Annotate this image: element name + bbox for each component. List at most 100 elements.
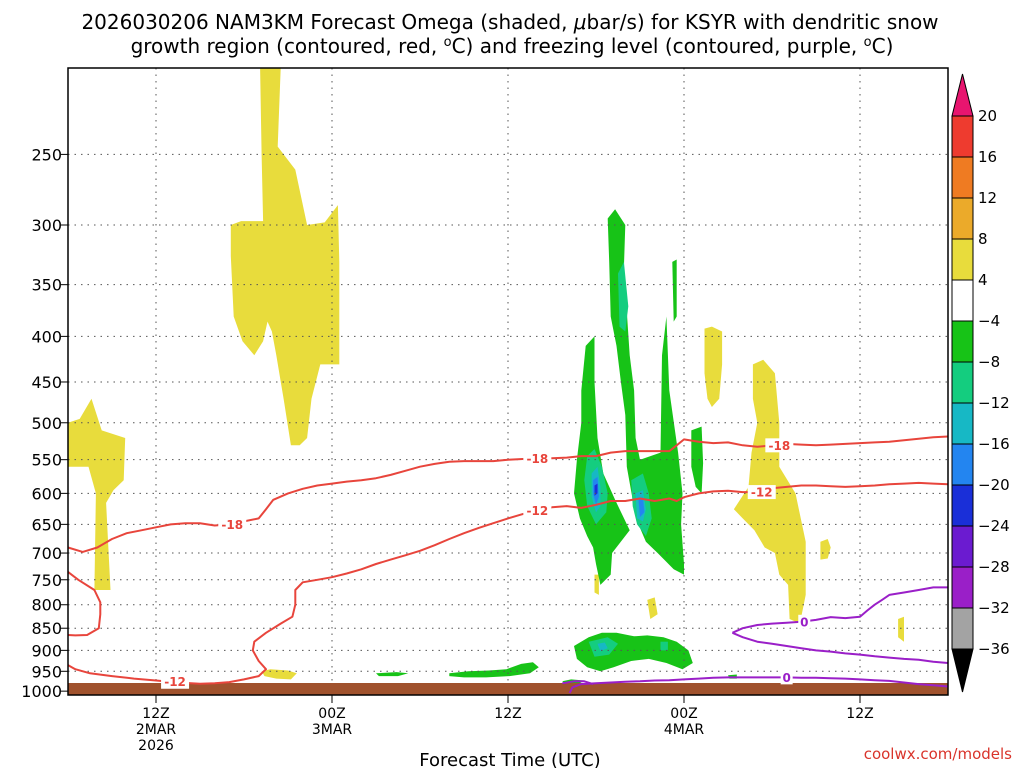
y-tick-label-3: 400 xyxy=(31,327,62,346)
freezing-contour-label-bg-2-0 xyxy=(780,670,793,685)
colorbar-segment-4 xyxy=(951,279,974,322)
colorbar-segment-6 xyxy=(951,361,974,404)
y-tick-label-7: 600 xyxy=(31,484,62,503)
y-tick-label-0: 250 xyxy=(31,145,62,164)
x-tick-label-0-2: 2026 xyxy=(138,738,174,754)
freezing-contour-label-2-0: 0 xyxy=(782,671,790,685)
colorbar-label-3: 8 xyxy=(978,230,988,248)
omega-region-8 xyxy=(594,574,599,595)
omega-region-13 xyxy=(672,259,677,322)
ground-surface xyxy=(68,683,948,695)
dgz-contour-label-bg-1-0 xyxy=(161,674,190,689)
omega-region-15 xyxy=(376,672,409,677)
y-tick-label-15: 1000 xyxy=(21,682,62,701)
omega-region-25 xyxy=(597,642,608,652)
y-axis: 250 300 350 400 450 500 550 600 650 700 750 800 850 9… xyxy=(21,145,68,701)
y-tick-label-6: 550 xyxy=(31,451,62,470)
colorbar-label-11: −28 xyxy=(978,558,1010,576)
y-tick-label-10: 750 xyxy=(31,571,62,590)
colorbar-label-8: −16 xyxy=(978,435,1010,453)
omega-region-5 xyxy=(820,539,831,560)
ground-bar xyxy=(68,683,948,695)
dgz-contours: -18 -18 -18 -12 -12 -12 xyxy=(67,435,949,689)
freezing-contour-line-3 xyxy=(562,680,594,686)
y-tick-label-2: 350 xyxy=(31,276,62,295)
colorbar-label-1: 16 xyxy=(978,148,997,166)
colorbar-segment-3 xyxy=(951,238,974,281)
dgz-contour-label-1-2: -12 xyxy=(751,486,773,500)
y-tick-label-4: 450 xyxy=(31,373,62,392)
chart-title-line-2: growth region (contoured, red, oC) and f… xyxy=(131,34,894,58)
x-axis-title: Forecast Time (UTC) xyxy=(419,750,600,768)
colorbar-label-2: 12 xyxy=(978,189,997,207)
colorbar-segment-0 xyxy=(951,115,974,158)
dgz-contour-label-1-1: -12 xyxy=(526,504,548,518)
x-tick-label-3-1: 4MAR xyxy=(664,722,705,738)
colorbar-label-0: 20 xyxy=(978,107,997,125)
colorbar-label-6: −8 xyxy=(978,353,1000,371)
colorbar-label-7: −12 xyxy=(978,394,1010,412)
omega-region-7 xyxy=(647,597,658,619)
colorbar-label-13: −36 xyxy=(978,640,1010,658)
omega-region-21 xyxy=(618,261,629,332)
omega-region-0 xyxy=(230,68,340,446)
freezing-level-contours: 00 xyxy=(562,586,949,694)
dgz-contour-label-bg-1-2 xyxy=(747,485,776,500)
x-tick-label-1-0: 00Z xyxy=(318,706,345,722)
colorbar-label-4: 4 xyxy=(978,271,988,289)
omega-region-12 xyxy=(691,426,704,494)
x-tick-label-0-1: 2MAR xyxy=(136,722,177,738)
colorbar-segment-7 xyxy=(951,402,974,445)
dgz-contour-label-1-0: -12 xyxy=(164,675,186,689)
omega-region-10 xyxy=(574,336,630,585)
colorbar-bottom-triangle xyxy=(951,648,974,693)
y-tick-label-12: 850 xyxy=(31,619,62,638)
x-tick-label-3-0: 00Z xyxy=(670,706,697,722)
colorbar-segment-11 xyxy=(951,566,974,609)
x-tick-label-4-0: 12Z xyxy=(846,706,873,722)
dgz-contour-label-bg-0-1 xyxy=(523,451,552,466)
colorbar-top-triangle xyxy=(951,73,974,117)
colorbar-label-5: −4 xyxy=(978,312,1000,330)
omega-region-1 xyxy=(68,398,126,590)
y-tick-label-1: 300 xyxy=(31,216,62,235)
freezing-contour-line-1 xyxy=(732,631,949,664)
colorbar-label-9: −20 xyxy=(978,476,1010,494)
y-tick-label-5: 500 xyxy=(31,414,62,433)
dgz-contour-line-2 xyxy=(67,571,102,637)
dgz-contour-label-0-2: -18 xyxy=(768,439,790,453)
dgz-contour-label-0-0: -18 xyxy=(221,518,243,532)
credit-text: coolwx.com/models xyxy=(864,745,1012,763)
y-tick-label-8: 650 xyxy=(31,515,62,534)
colorbar-segment-9 xyxy=(951,484,974,527)
omega-region-22 xyxy=(660,641,668,651)
omega-region-9 xyxy=(607,209,684,575)
dgz-contour-label-bg-1-1 xyxy=(523,503,552,518)
grid-lines xyxy=(68,68,948,695)
colorbar-segment-5 xyxy=(951,320,974,363)
colorbar-segment-10 xyxy=(951,525,974,568)
y-tick-label-13: 900 xyxy=(31,641,62,660)
dgz-contour-label-bg-0-0 xyxy=(218,517,247,532)
colorbar-segment-8 xyxy=(951,443,974,486)
freezing-contour-label-0-0: 0 xyxy=(800,615,808,629)
omega-region-6 xyxy=(898,616,904,642)
dgz-contour-label-0-1: -18 xyxy=(526,452,548,466)
omega-region-14 xyxy=(449,662,539,678)
colorbar-label-12: −32 xyxy=(978,599,1010,617)
freezing-contour-label-bg-0-0 xyxy=(798,614,811,629)
dgz-contour-line-1 xyxy=(67,481,949,685)
omega-region-3 xyxy=(704,326,723,407)
colorbar-label-10: −24 xyxy=(978,517,1010,535)
y-tick-label-14: 950 xyxy=(31,662,62,681)
freezing-contour-line-2 xyxy=(568,676,949,694)
x-tick-label-0-0: 12Z xyxy=(142,706,169,722)
dgz-contour-label-bg-0-2 xyxy=(765,438,794,453)
x-tick-label-2-0: 12Z xyxy=(494,706,521,722)
y-tick-label-11: 800 xyxy=(31,596,62,615)
colorbar-segment-2 xyxy=(951,197,974,240)
y-tick-label-9: 700 xyxy=(31,544,62,563)
omega-region-28 xyxy=(594,483,598,496)
